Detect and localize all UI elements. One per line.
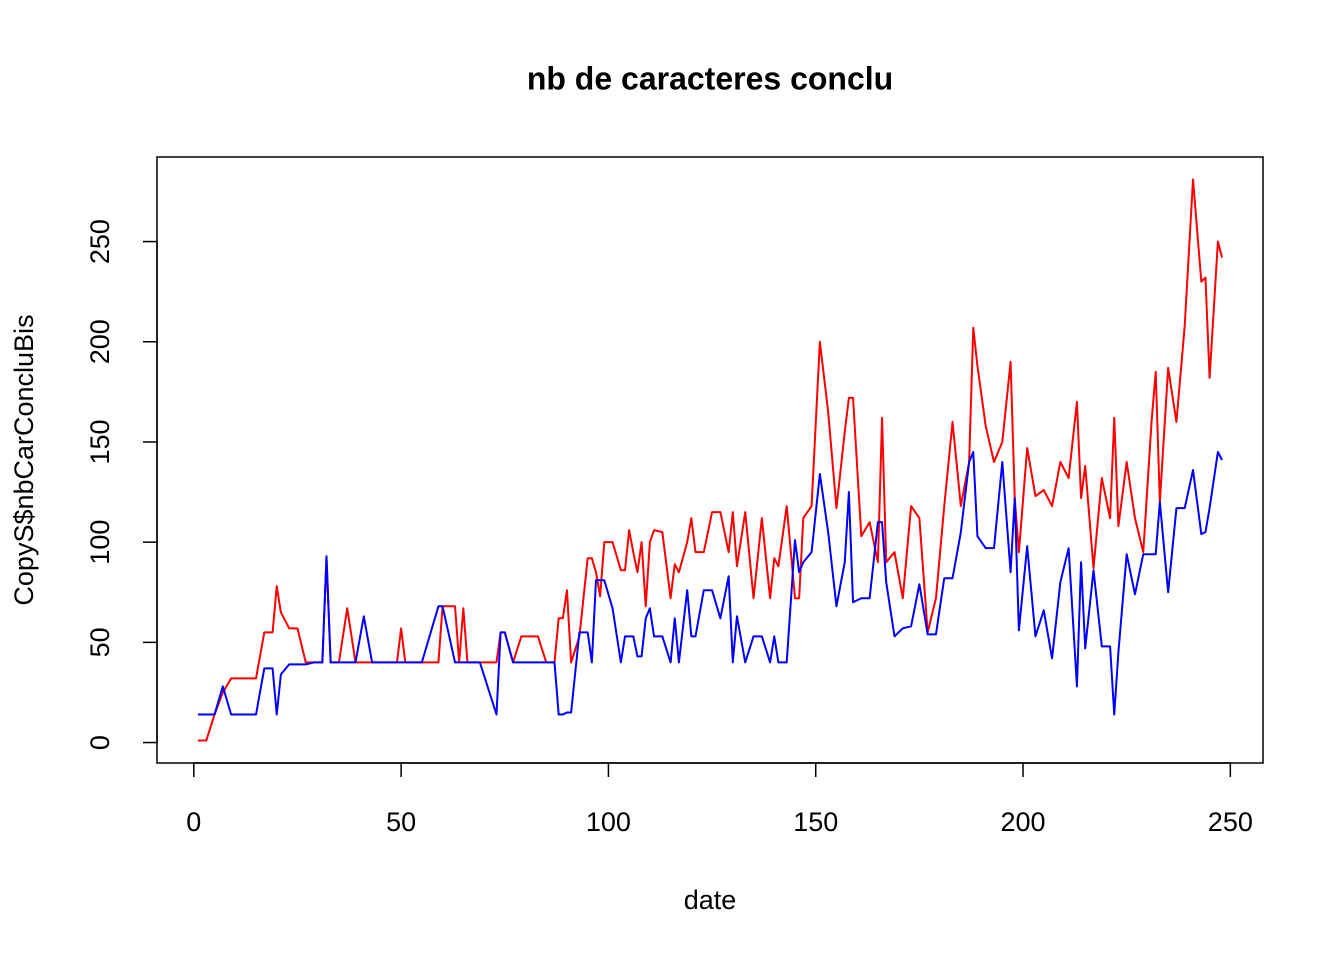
x-axis-label: date: [684, 885, 737, 915]
y-tick-label: 50: [85, 627, 115, 657]
x-tick-label: 250: [1208, 807, 1253, 837]
data-line: [197, 450, 1223, 716]
y-tick-label: 0: [85, 735, 115, 750]
x-tick-label: 200: [1000, 807, 1045, 837]
x-tick-label: 50: [386, 807, 416, 837]
x-tick-label: 150: [793, 807, 838, 837]
y-tick-label: 100: [85, 520, 115, 565]
x-tick-label: 100: [586, 807, 631, 837]
y-axis-label: CopyS$nbCarConcluBis: [9, 314, 39, 605]
y-tick-label: 250: [85, 219, 115, 264]
y-tick-label: 150: [85, 419, 115, 464]
y-tick-label: 200: [85, 319, 115, 364]
chart-title: nb de caracteres conclu: [527, 60, 893, 96]
x-tick-label: 0: [186, 807, 201, 837]
